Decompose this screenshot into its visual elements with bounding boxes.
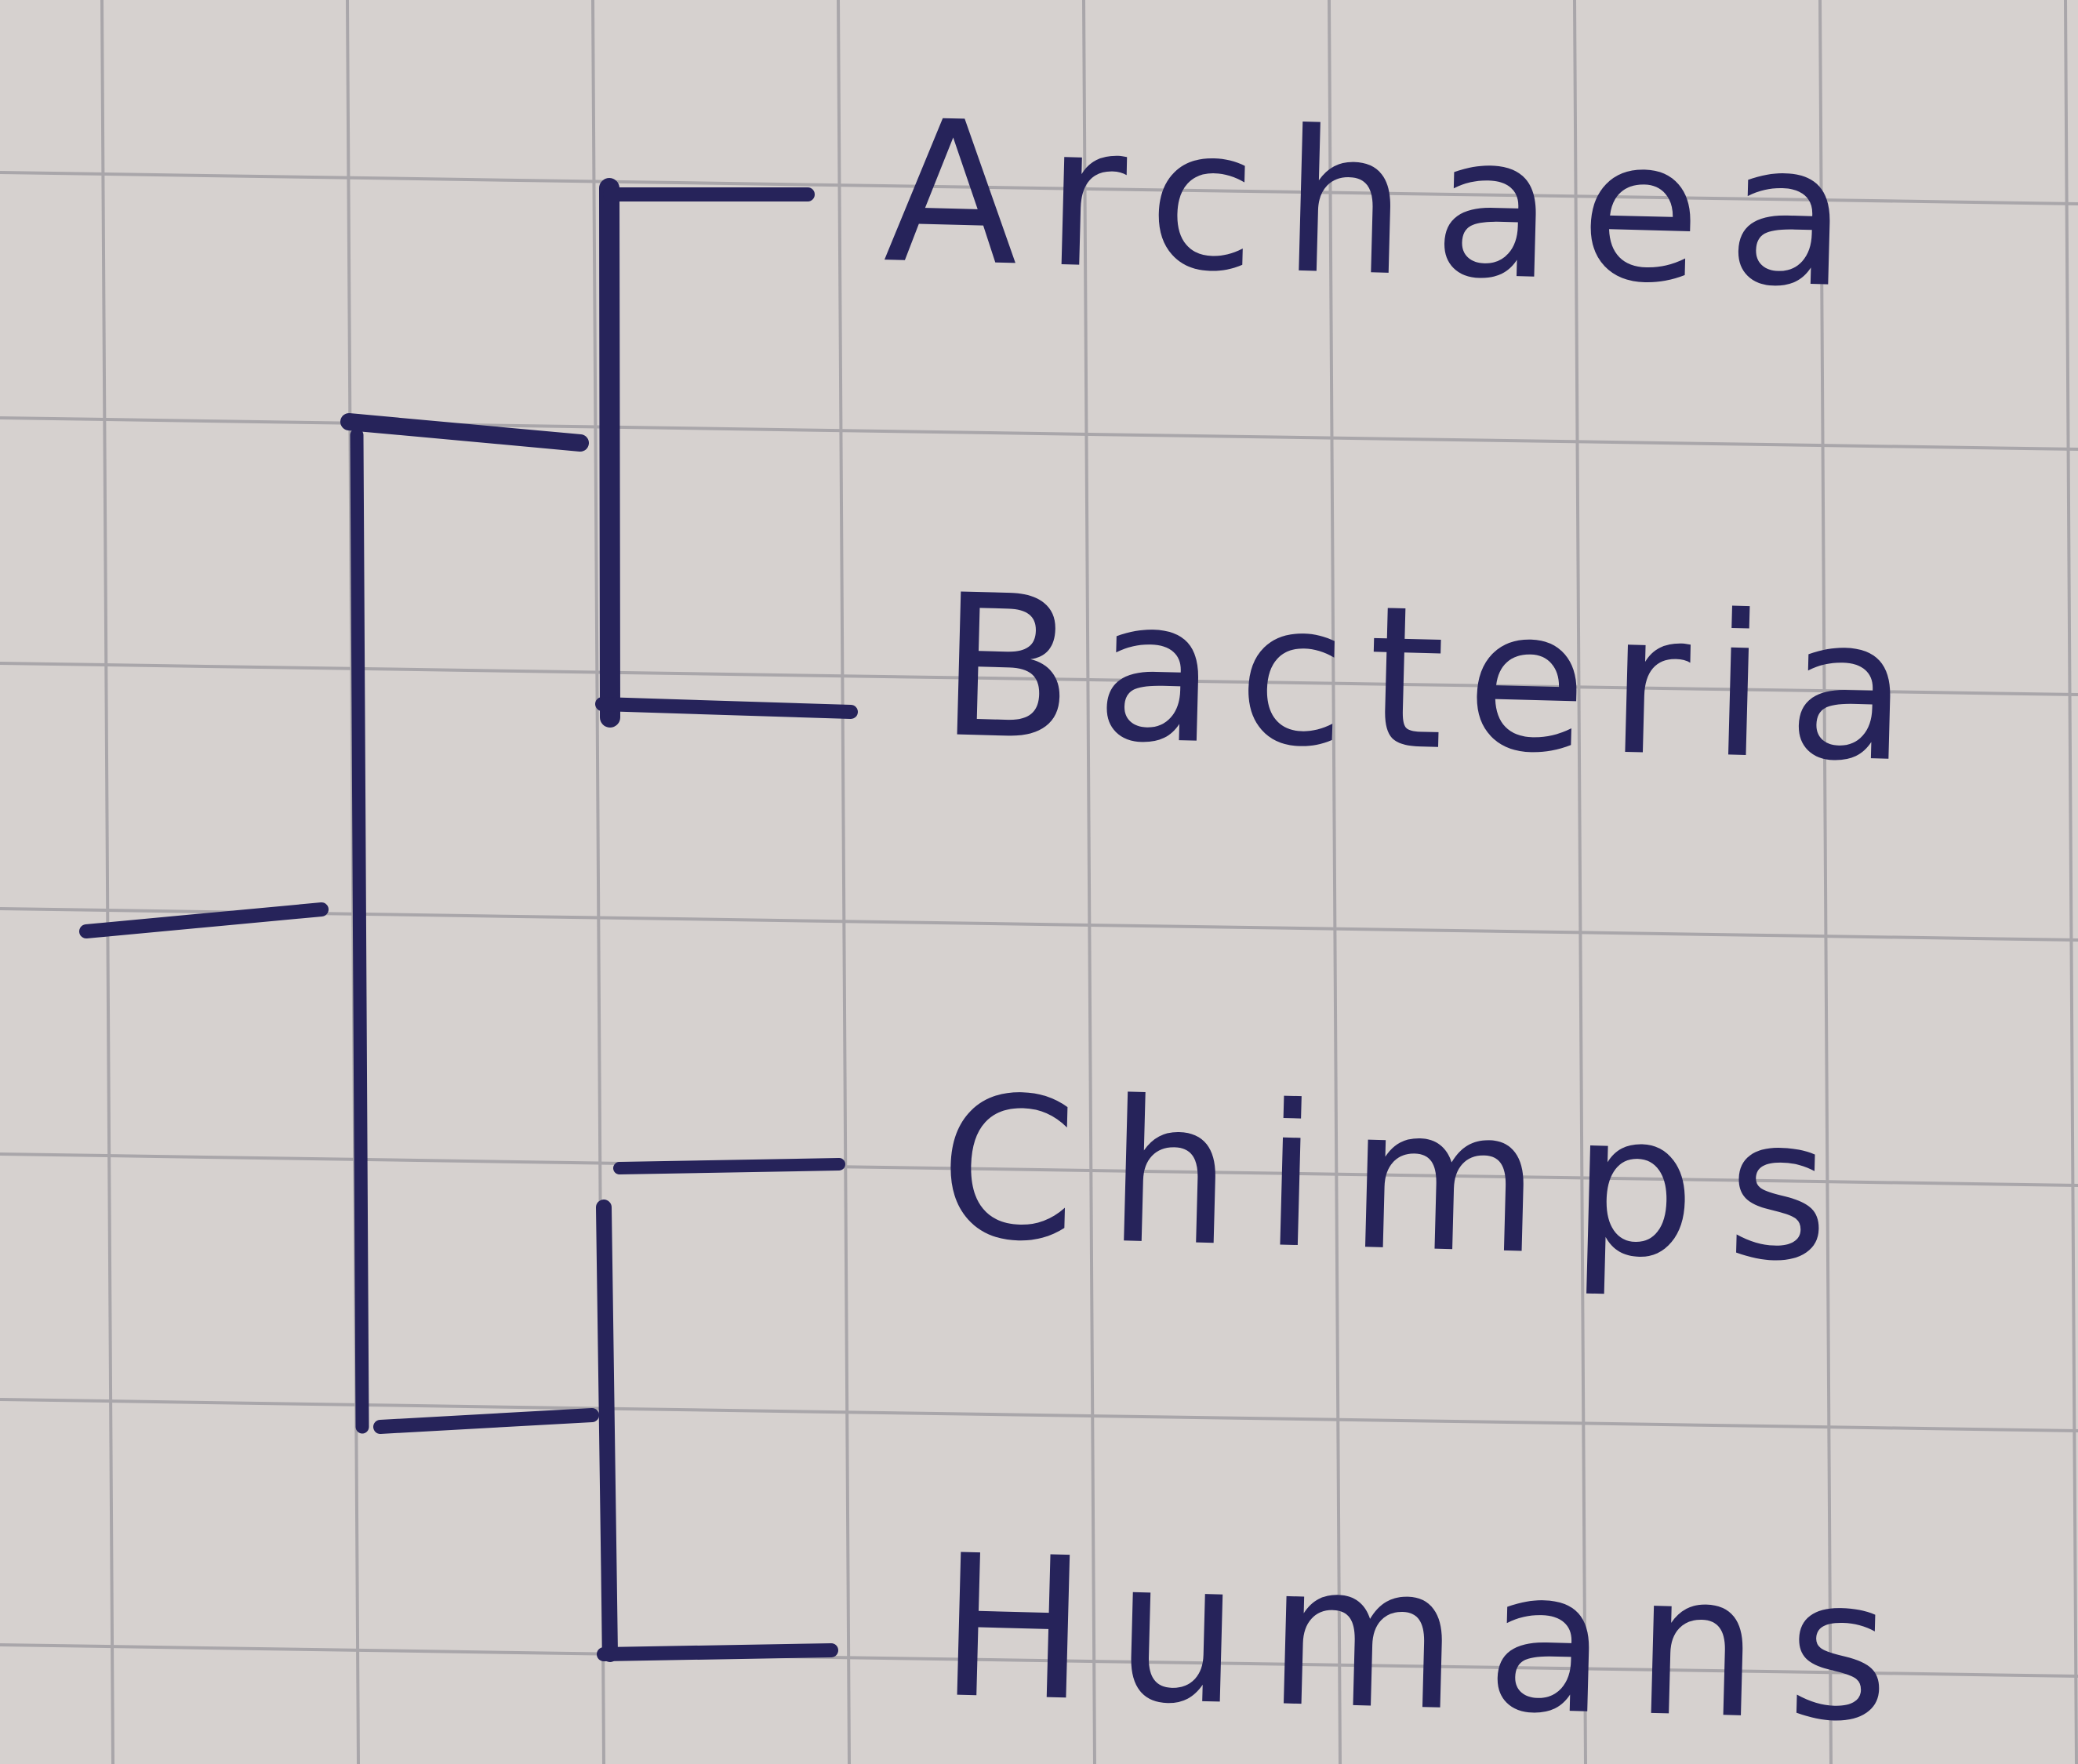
grid-line-vertical — [1082, 0, 1096, 1764]
grid-line-vertical — [2064, 0, 2078, 1764]
phylogenetic-tree — [79, 178, 858, 1662]
clade-connector-archaea-bacteria — [599, 178, 620, 728]
grid-line-horizontal — [0, 1152, 2078, 1187]
leaf-label-archaea: Archaea — [881, 78, 1878, 332]
grid-line-vertical — [1328, 0, 1342, 1764]
grid-line-horizontal — [0, 416, 2078, 451]
leaf-branch-chimps — [613, 1158, 845, 1174]
leaf-label-bacteria: Bacteria — [936, 552, 1934, 807]
branch-chimps-humans-clade — [373, 1408, 599, 1434]
root-stem — [79, 902, 329, 938]
clade-connector-chimps-humans — [596, 1200, 618, 1662]
leaf-label-humans: Humans — [936, 1512, 1921, 1764]
leaf-branch-humans — [597, 1643, 838, 1661]
grid-line-horizontal — [0, 171, 2078, 205]
grid-line-horizontal — [0, 662, 2078, 696]
leaf-label-chimps: Chimps — [936, 1054, 1864, 1306]
grid-line-horizontal — [0, 1643, 2078, 1678]
grid-line-horizontal — [0, 1398, 2078, 1432]
grid-line-horizontal — [0, 907, 2078, 942]
leaf-branch-bacteria — [595, 697, 858, 719]
grid-line-vertical — [837, 0, 851, 1764]
branch-archaea-bacteria-clade — [340, 413, 589, 452]
root-connector — [350, 428, 369, 1434]
grid-line-vertical — [1573, 0, 1587, 1764]
grid-line-vertical — [100, 0, 114, 1764]
grid-line-vertical — [1818, 0, 1833, 1764]
